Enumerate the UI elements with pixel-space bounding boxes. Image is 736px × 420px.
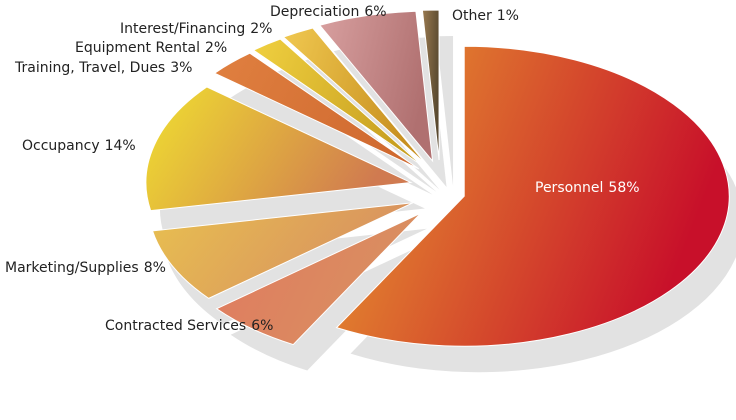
category-label: Equipment Rental: [75, 40, 200, 56]
slice-shadow: [228, 79, 433, 195]
slice-label: Training, Travel, Dues 3%: [14, 60, 192, 76]
category-label: Training, Travel, Dues: [14, 60, 165, 76]
value-label: 2%: [205, 40, 227, 56]
slice-label: Depreciation 6%: [270, 4, 387, 20]
category-label: Marketing/Supplies: [5, 260, 139, 276]
value-label: 14%: [105, 138, 136, 154]
value-label: 3%: [170, 60, 192, 76]
slice-label: Marketing/Supplies 8%: [5, 260, 166, 276]
value-label: 1%: [497, 8, 519, 24]
slice: [215, 212, 422, 346]
slice-label: Occupancy 14%: [22, 138, 136, 154]
slice: [282, 27, 426, 165]
slices: [145, 9, 730, 347]
category-label: Contracted Services: [105, 318, 246, 334]
slice-label: Contracted Services 6%: [105, 318, 273, 334]
slice-label: Other 1%: [452, 8, 519, 24]
slice: [151, 202, 414, 299]
slice: [145, 86, 413, 212]
slice: [252, 38, 423, 167]
category-label: Other: [452, 8, 492, 24]
category-label: Personnel: [535, 180, 603, 196]
slice: [318, 10, 434, 163]
category-label: Depreciation: [270, 4, 359, 20]
slice: [335, 45, 730, 347]
value-label: 6%: [364, 4, 386, 20]
category-label: Interest/Financing: [120, 21, 245, 37]
slice: [421, 9, 440, 161]
slice-label: Personnel 58%: [535, 180, 640, 196]
slice-label: Equipment Rental 2%: [75, 40, 227, 56]
value-label: 58%: [608, 180, 639, 196]
slice-shadow: [436, 36, 454, 187]
slice: [213, 52, 420, 170]
labels: Personnel 58% Contracted Services 6% Marketi…: [5, 4, 640, 334]
value-label: 2%: [250, 21, 272, 37]
slice-label: Interest/Financing 2%: [120, 21, 272, 37]
category-label: Occupancy: [22, 138, 100, 154]
value-label: 8%: [144, 260, 166, 276]
value-label: 6%: [251, 318, 273, 334]
